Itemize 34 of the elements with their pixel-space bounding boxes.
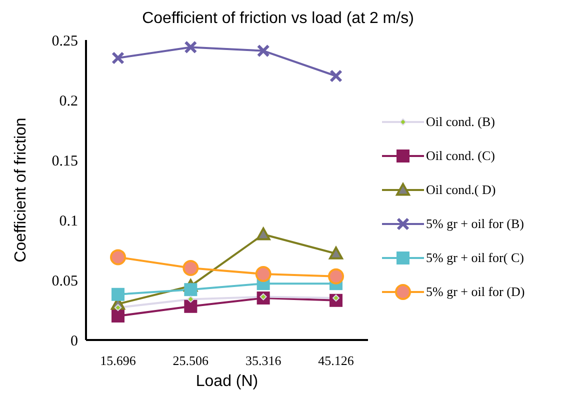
x-tick-label: 15.696 [100, 353, 136, 368]
point [112, 310, 124, 322]
point [182, 260, 199, 276]
point [110, 249, 126, 266]
legend-label: 5% gr + oil for( C) [426, 250, 524, 266]
legend-label: Oil cond. (B) [426, 114, 495, 130]
point [256, 227, 270, 240]
y-tick-label: 0.1 [59, 213, 78, 230]
y-tick-label: 0.25 [52, 33, 78, 50]
y-axis-title: Coefficient of friction [12, 118, 30, 262]
x-tick-label: 25.506 [172, 353, 210, 368]
x-axis-title: Load (N) [196, 373, 258, 390]
point [184, 300, 198, 313]
legend-label: 5% gr + oil for (D) [426, 284, 525, 300]
point [256, 44, 270, 58]
x-tick-label: 45.126 [318, 353, 354, 368]
point [184, 283, 198, 296]
y-tick-label: 0.05 [52, 273, 78, 290]
point [330, 70, 342, 82]
point [187, 296, 194, 303]
y-tick-label: 0.15 [52, 153, 78, 170]
legend-label: 5% gr + oil for (B) [426, 216, 524, 232]
point [112, 52, 124, 64]
point [329, 246, 343, 260]
y-tick-label: 0 [70, 333, 78, 350]
legend-label: Oil cond.( D) [426, 182, 496, 198]
y-tick-label: 0.2 [59, 93, 78, 110]
chart-title: Coefficient of friction vs load (at 2 m/s) [141, 10, 415, 28]
x-tick-label: 35.316 [245, 353, 282, 368]
point [328, 268, 344, 284]
point [112, 288, 124, 301]
point [184, 40, 198, 54]
point [255, 266, 272, 282]
legend-label: Oil cond. (C) [426, 148, 495, 164]
